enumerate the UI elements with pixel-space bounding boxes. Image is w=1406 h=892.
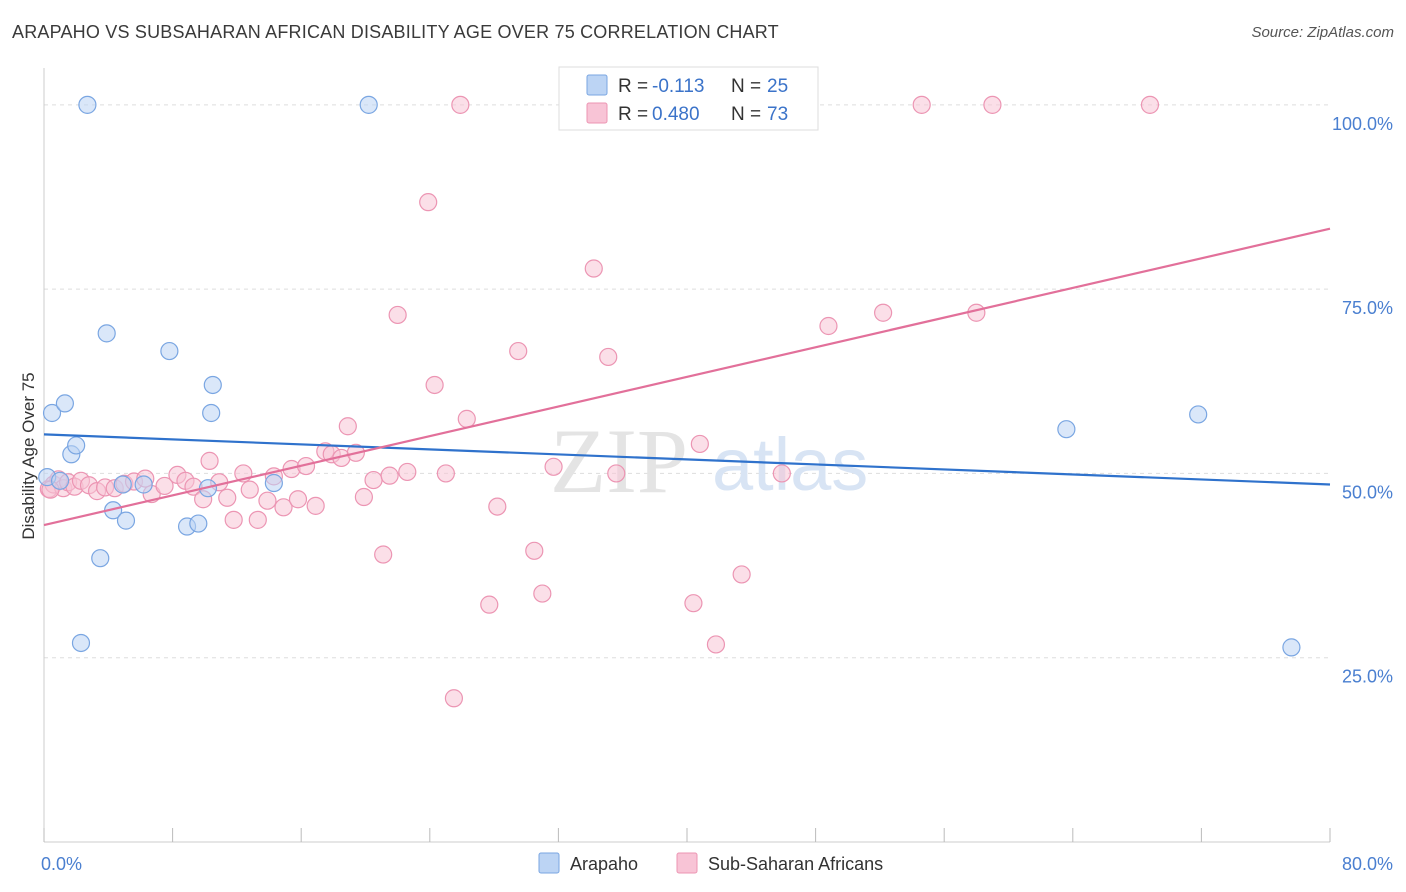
x-tick-label-1: 80.0% <box>1342 854 1393 874</box>
point-ssa-58 <box>584 259 603 278</box>
bottom-legend-swatch-ssa <box>676 852 698 874</box>
point-ssa-56 <box>544 457 563 476</box>
point-ssa-66 <box>819 316 838 336</box>
x-tick-label-0: 0.0% <box>41 854 82 874</box>
y-tick-label-3: 100.0% <box>1332 114 1393 134</box>
trend-line-arapaho <box>43 433 1331 486</box>
point-ssa-62 <box>690 434 709 454</box>
point-ssa-60 <box>607 464 626 483</box>
legend-n-value-arapaho: 25 <box>767 76 788 97</box>
legend-swatch-ssa <box>586 102 608 124</box>
point-arapaho-20 <box>359 95 378 114</box>
point-ssa-55 <box>533 584 552 603</box>
axes <box>43 68 1331 843</box>
point-ssa-70 <box>983 95 1002 114</box>
trend-lines <box>43 227 1331 527</box>
point-ssa-20 <box>200 451 219 470</box>
point-arapaho-13 <box>160 341 179 361</box>
point-arapaho-19 <box>264 473 283 493</box>
point-arapaho-2 <box>55 394 74 413</box>
trend-line-ssa <box>43 227 1331 527</box>
point-ssa-54 <box>525 541 544 560</box>
y-tick-label-1: 50.0% <box>1342 482 1393 502</box>
point-ssa-45 <box>419 193 438 212</box>
point-ssa-61 <box>684 594 703 613</box>
point-ssa-51 <box>480 595 499 614</box>
point-ssa-46 <box>425 375 444 395</box>
point-ssa-39 <box>354 487 373 507</box>
point-arapaho-22 <box>1189 405 1208 424</box>
point-ssa-29 <box>274 498 293 517</box>
y-axis-label: Disability Age Over 75 <box>19 372 38 539</box>
point-ssa-27 <box>258 491 277 510</box>
point-ssa-31 <box>288 490 308 509</box>
point-ssa-22 <box>218 488 237 507</box>
point-ssa-63 <box>706 635 726 654</box>
point-arapaho-17 <box>202 403 221 423</box>
point-arapaho-12 <box>134 475 153 494</box>
point-arapaho-8 <box>97 324 116 343</box>
legend-r-label-arapaho: R = <box>618 76 648 97</box>
point-ssa-48 <box>444 689 464 708</box>
point-ssa-52 <box>488 497 507 516</box>
point-arapaho-1 <box>42 403 62 423</box>
legend-r-label-ssa: R = <box>618 104 648 125</box>
point-ssa-69 <box>967 303 986 322</box>
point-ssa-71 <box>1140 95 1160 114</box>
y-tick-label-0: 25.0% <box>1342 667 1393 687</box>
point-arapaho-15 <box>189 514 208 533</box>
watermark-zip: ZIP <box>550 410 688 512</box>
point-ssa-15 <box>155 476 174 496</box>
legend-n-value-ssa: 73 <box>767 104 788 125</box>
point-arapaho-6 <box>78 95 97 114</box>
bottom-legend-swatch-arapaho <box>538 852 560 874</box>
legend-n-label-ssa: N = <box>731 104 761 125</box>
point-ssa-23 <box>224 510 243 529</box>
point-arapaho-18 <box>203 375 222 395</box>
chart-source: Source: ZipAtlas.com <box>1251 24 1394 41</box>
point-ssa-42 <box>380 466 399 485</box>
point-arapaho-10 <box>113 475 132 494</box>
bottom-legend-label-arapaho: Arapaho <box>570 854 638 874</box>
point-ssa-25 <box>240 480 259 499</box>
point-ssa-43 <box>388 305 407 325</box>
bottom-legend: Arapaho Sub-Saharan Africans <box>538 852 883 874</box>
point-arapaho-5 <box>71 633 91 653</box>
legend-swatch-arapaho <box>586 74 608 96</box>
chart-title: ARAPAHO VS SUBSAHARAN AFRICAN DISABILITY… <box>12 22 779 42</box>
point-arapaho-23 <box>1282 638 1301 657</box>
point-arapaho-7 <box>91 549 110 568</box>
data-points <box>38 95 1301 708</box>
point-arapaho-4 <box>67 436 86 455</box>
point-ssa-33 <box>306 496 325 515</box>
point-arapaho-24 <box>50 471 70 490</box>
point-ssa-47 <box>436 464 455 483</box>
legend-r-value-ssa: 0.480 <box>652 104 700 125</box>
gridlines <box>44 104 1330 659</box>
point-ssa-37 <box>338 417 357 436</box>
point-ssa-64 <box>732 565 751 584</box>
legend-r-value-arapaho: -0.113 <box>652 76 704 97</box>
tick-labels: 25.0% 50.0% 75.0% 100.0% 0.0% 80.0% <box>41 114 1393 874</box>
point-arapaho-21 <box>1057 420 1076 439</box>
point-ssa-65 <box>772 464 791 483</box>
point-ssa-26 <box>248 510 267 529</box>
point-ssa-44 <box>398 462 417 482</box>
point-ssa-50 <box>457 409 476 428</box>
legend-box: R = -0.113 N = 25 R = 0.480 N = 73 <box>558 66 819 131</box>
y-tick-label-2: 75.0% <box>1342 298 1393 318</box>
point-ssa-59 <box>599 347 618 367</box>
point-ssa-68 <box>912 95 931 114</box>
point-ssa-53 <box>509 341 528 361</box>
point-ssa-49 <box>451 95 470 114</box>
point-ssa-40 <box>364 470 383 490</box>
point-ssa-41 <box>374 545 393 564</box>
point-ssa-67 <box>874 303 893 322</box>
bottom-legend-label-ssa: Sub-Saharan Africans <box>708 854 883 874</box>
point-arapaho-11 <box>116 511 136 530</box>
legend-n-label-arapaho: N = <box>731 76 761 97</box>
